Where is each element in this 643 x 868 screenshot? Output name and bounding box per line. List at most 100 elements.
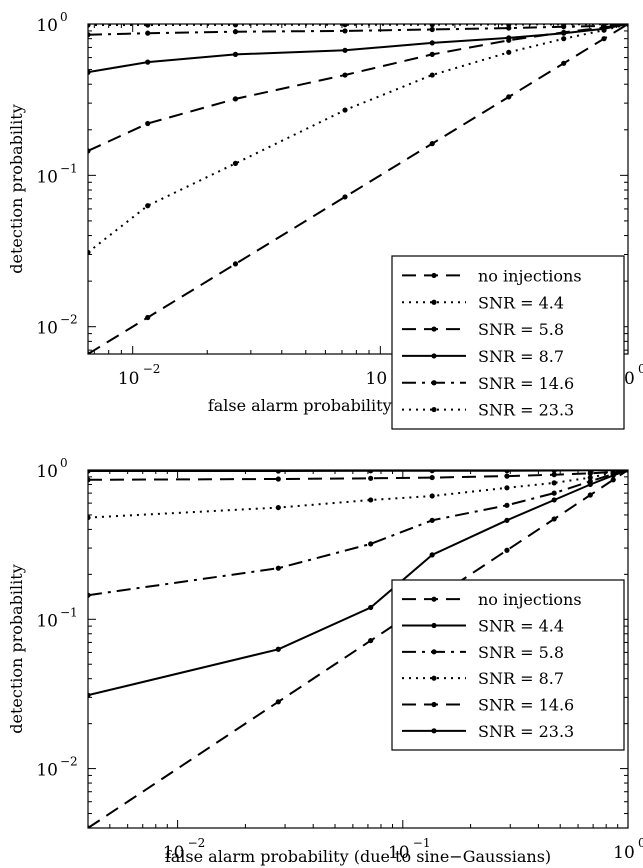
data-point <box>506 35 512 41</box>
y-tick-label: 10 <box>36 167 58 187</box>
data-point <box>145 59 151 65</box>
series-line <box>88 470 628 828</box>
data-point <box>504 517 510 523</box>
series-line <box>88 24 628 36</box>
y-axis-title: detection probability <box>7 104 26 274</box>
y-tick-exponent: 0 <box>60 10 68 24</box>
legend-entry: no injections <box>402 590 582 609</box>
series-3 <box>88 470 628 598</box>
x-tick-label: 10 <box>366 369 388 389</box>
data-point <box>232 96 239 102</box>
legend-entry: SNR = 4.4 <box>402 293 564 312</box>
data-point <box>561 36 567 42</box>
data-point <box>145 120 151 127</box>
data-point <box>88 477 91 483</box>
legend-marker <box>431 353 437 359</box>
data-point <box>275 565 281 571</box>
y-axis-title: detection probability <box>7 564 26 734</box>
series-line <box>88 24 628 254</box>
data-point <box>429 552 435 558</box>
legend-marker <box>431 701 437 708</box>
legend-label: SNR = 5.8 <box>478 320 564 339</box>
y-tick-label: 10 <box>36 16 58 36</box>
data-point <box>275 699 281 705</box>
data-point <box>551 516 557 522</box>
series-line <box>88 24 628 152</box>
data-point <box>429 517 435 523</box>
data-point <box>587 474 593 481</box>
legend-marker <box>431 728 437 734</box>
data-point <box>429 493 435 499</box>
legend-label: no injections <box>478 266 582 285</box>
data-point <box>561 60 567 66</box>
y-tick-label: 10 <box>36 462 58 482</box>
data-point <box>429 51 435 57</box>
data-point <box>342 72 348 78</box>
legend-frame <box>391 255 625 430</box>
data-point <box>88 470 91 474</box>
data-point <box>275 476 281 482</box>
series-2 <box>88 24 628 255</box>
legend-marker <box>431 406 437 413</box>
series-line <box>88 470 628 597</box>
data-point <box>275 470 281 474</box>
data-point <box>368 541 374 547</box>
legend: no injections SNR = 4.4 SNR = 5.8 SNR = 8.7… <box>391 579 625 751</box>
legend-marker <box>431 649 437 655</box>
legend-label: SNR = 14.6 <box>478 696 574 715</box>
legend-marker <box>431 326 437 332</box>
data-point <box>506 49 512 55</box>
x-tick-exponent: 0 <box>638 362 643 376</box>
x-tick-exponent: −2 <box>143 362 161 376</box>
data-point <box>342 28 348 34</box>
x-tick-exponent: 0 <box>638 836 643 850</box>
data-point <box>88 32 91 38</box>
data-point <box>429 474 435 481</box>
data-point <box>88 69 91 75</box>
data-point <box>368 637 374 644</box>
legend-marker <box>431 299 437 305</box>
data-point <box>429 141 435 147</box>
series-5 <box>88 470 628 483</box>
y-tick-exponent: −1 <box>60 605 78 619</box>
legend-entry: SNR = 8.7 <box>402 347 564 366</box>
data-point <box>232 24 239 28</box>
data-point <box>275 504 281 511</box>
legend-marker <box>431 272 437 279</box>
legend-marker <box>431 675 437 681</box>
legend-entry: no injections <box>402 266 582 285</box>
axes-frame <box>87 469 629 829</box>
data-point <box>88 351 91 354</box>
data-point <box>429 26 435 33</box>
data-point <box>504 473 510 479</box>
data-point <box>506 94 512 100</box>
x-axis-title: false alarm probability (due to sine−Gau… <box>165 847 551 866</box>
data-point <box>551 480 557 486</box>
x-tick-label: 10 <box>163 843 185 863</box>
data-point <box>145 30 151 36</box>
data-point <box>232 261 239 267</box>
y-tick-exponent: −2 <box>60 313 78 327</box>
data-point <box>504 470 510 474</box>
series-3 <box>88 24 628 154</box>
legend-label: SNR = 4.4 <box>478 617 564 636</box>
legend-label: no injections <box>478 590 582 609</box>
data-point <box>88 249 91 255</box>
y-tick-label: 10 <box>36 319 58 339</box>
data-point <box>88 514 91 521</box>
data-point <box>587 478 593 484</box>
data-point <box>145 314 151 321</box>
data-point <box>342 194 348 200</box>
series-4 <box>88 24 628 75</box>
data-point <box>625 470 628 473</box>
legend-marker <box>431 380 437 386</box>
axes-frame <box>87 23 629 355</box>
x-tick-label: 10 <box>118 369 140 389</box>
series-2 <box>88 470 628 698</box>
legend-entry: SNR = 14.6 <box>402 374 574 393</box>
data-point <box>551 470 557 474</box>
y-tick-exponent: 0 <box>60 456 68 470</box>
